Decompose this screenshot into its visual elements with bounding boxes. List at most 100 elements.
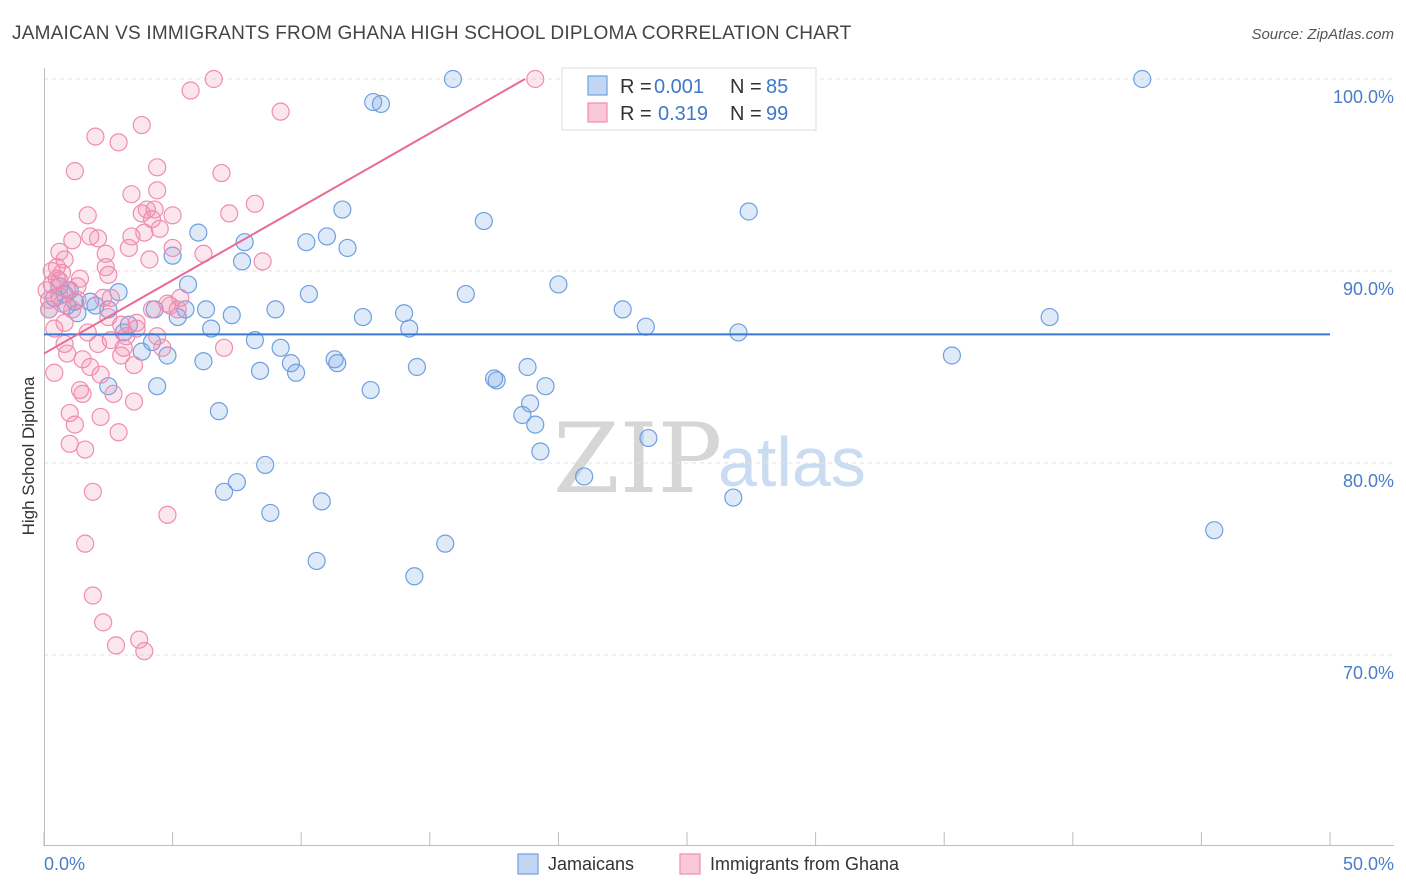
- ghana-point-79: [163, 206, 182, 225]
- ghana-point-27: [73, 384, 92, 403]
- jamaicans-point-39: [271, 338, 290, 357]
- jamaicans-point-36: [256, 455, 275, 475]
- x-tick-label-min: 0.0%: [44, 854, 85, 874]
- ghana-point-41: [94, 288, 113, 307]
- ghana-point-68: [140, 250, 159, 269]
- ghana-point-48: [104, 384, 123, 403]
- ghana-point-95: [68, 290, 87, 309]
- watermark: ZIP atlas: [553, 403, 866, 515]
- jamaicans-point-29: [214, 482, 234, 501]
- ghana-point-73: [148, 181, 167, 200]
- bottom-legend: Jamaicans Immigrants from Ghana: [517, 853, 900, 875]
- jamaicans-point-72: [575, 467, 594, 486]
- ghana-point-97: [127, 319, 146, 338]
- jamaicans-point-58: [407, 357, 427, 377]
- ghana-point-39: [91, 407, 110, 427]
- jamaicans-point-46: [317, 227, 337, 246]
- jamaicans-point-26: [196, 300, 216, 319]
- ghana-point-94: [50, 271, 69, 290]
- jamaicans-point-71: [549, 275, 568, 294]
- gridlines: [44, 78, 1394, 656]
- y-axis-label: High School Diploma: [19, 376, 38, 535]
- ghana-point-13: [55, 313, 74, 332]
- jamaicans-point-41: [286, 363, 306, 382]
- ghana-point-80: [163, 238, 182, 258]
- ghana-point-82: [171, 288, 190, 307]
- jamaicans-point-63: [485, 369, 504, 388]
- y-tick-label-3: 70.0%: [1343, 663, 1394, 683]
- legend-r-value-blue: 0.001: [654, 76, 704, 98]
- ghana-point-45: [99, 265, 118, 284]
- ghana-point-17: [60, 434, 79, 453]
- x-tick-labels: 0.0% 50.0%: [44, 854, 1394, 874]
- chart-source: Source: ZipAtlas.com: [1251, 26, 1394, 43]
- legend-swatch-blue: [587, 75, 608, 96]
- ghana-point-37: [88, 229, 108, 248]
- ghana-point-33: [81, 357, 100, 377]
- bottom-legend-swatch-jamaicans: [517, 853, 539, 875]
- jamaicans-point-54: [371, 94, 391, 114]
- jamaicans-point-20: [163, 246, 182, 265]
- ghana-point-92: [526, 69, 545, 89]
- jamaicans-point-73: [613, 300, 632, 319]
- ghana-point-71: [148, 327, 167, 346]
- ghana-point-56: [119, 238, 138, 258]
- legend-n-value-blue: 85: [766, 76, 788, 98]
- ghana-point-54: [114, 338, 133, 357]
- series-ghana-points: [37, 69, 545, 661]
- ghana-point-72: [148, 158, 167, 177]
- jamaicans-point-68: [526, 415, 545, 434]
- jamaicans-point-55: [394, 304, 414, 323]
- stats-legend: R = 0.001 N = 85 R = 0.319 N = 99: [561, 67, 817, 131]
- legend-n-value-pink: 99: [766, 103, 788, 125]
- watermark-atlas: atlas: [718, 423, 866, 501]
- x-tick-label-max: 50.0%: [1343, 854, 1394, 874]
- jamaicans-point-23: [178, 275, 198, 294]
- ghana-point-81: [168, 300, 187, 319]
- ghana-point-77: [158, 505, 177, 524]
- legend-r-value-pink: 0.319: [658, 103, 708, 125]
- jamaicans-point-25: [194, 352, 213, 371]
- jamaicans-point-42: [297, 233, 316, 252]
- ghana-point-91: [271, 102, 290, 121]
- jamaicans-point-40: [281, 354, 301, 373]
- jamaicans-point-31: [227, 473, 246, 492]
- jamaicans-point-60: [443, 69, 463, 89]
- jamaicans-point-18: [148, 377, 167, 396]
- ghana-point-36: [86, 127, 105, 146]
- jamaicans-point-59: [436, 534, 455, 553]
- ghana-point-90: [253, 252, 272, 271]
- jamaicans-point-77: [724, 488, 743, 507]
- ghana-point-7: [47, 258, 66, 277]
- jamaicans-point-84: [1205, 521, 1224, 540]
- jamaicans-point-67: [521, 394, 540, 413]
- ghana-point-40: [91, 365, 110, 384]
- y-tick-label-1: 90.0%: [1343, 279, 1394, 299]
- ghana-point-19: [63, 300, 82, 319]
- jamaicans-point-66: [518, 357, 537, 377]
- bottom-legend-label-ghana: Immigrants from Ghana: [710, 854, 900, 874]
- ghana-point-31: [78, 206, 97, 225]
- jamaicans-point-48: [328, 354, 347, 373]
- jamaicans-point-45: [312, 492, 331, 511]
- jamaicans-point-79: [739, 202, 758, 221]
- ghana-point-75: [153, 338, 172, 357]
- ghana-point-28: [76, 440, 95, 459]
- jamaicans-point-78: [729, 323, 748, 342]
- jamaicans-point-32: [232, 252, 252, 271]
- jamaicans-point-38: [266, 300, 285, 319]
- jamaicans-point-28: [209, 402, 228, 421]
- ghana-point-15: [58, 344, 77, 363]
- ghana-point-21: [65, 162, 84, 181]
- jamaicans-point-74: [636, 317, 655, 336]
- ghana-point-4: [45, 319, 64, 338]
- trend-lines: [43, 78, 1330, 355]
- jamaicans-point-57: [405, 567, 424, 586]
- jamaicans-point-51: [353, 307, 373, 327]
- jamaicans-point-44: [307, 551, 326, 571]
- jamaicans-point-70: [536, 377, 555, 396]
- jamaicans-point-61: [456, 284, 475, 304]
- y-tick-label-2: 80.0%: [1343, 471, 1394, 491]
- x-ticks: [43, 832, 1331, 846]
- jamaicans-point-37: [261, 503, 280, 523]
